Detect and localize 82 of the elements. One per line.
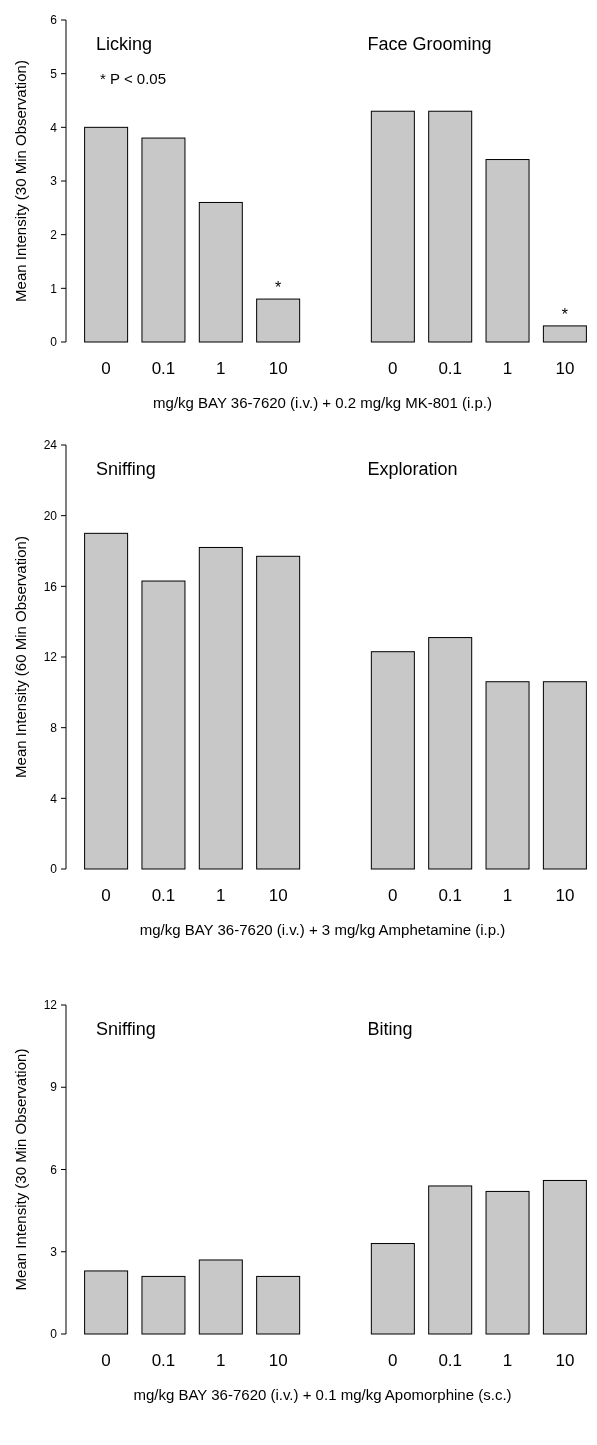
annotation: Face Grooming xyxy=(367,34,492,54)
y-tick-label: 16 xyxy=(43,579,58,594)
bar xyxy=(256,1275,301,1335)
annotation: Sniffing xyxy=(96,459,156,479)
data-label: * xyxy=(561,305,569,323)
bar xyxy=(542,1179,587,1335)
annotation: * P < 0.05 xyxy=(100,70,167,87)
bar xyxy=(84,532,129,870)
bar xyxy=(485,681,530,870)
y-tick-label: 0 xyxy=(50,862,58,877)
x-tick-label: 0.1 xyxy=(438,359,463,378)
bar xyxy=(198,201,243,343)
y-tick-label: 0 xyxy=(50,335,58,350)
y-tick-label: 20 xyxy=(43,508,58,523)
x-tick-label: 0.1 xyxy=(151,1351,176,1370)
x-tick-label: 0 xyxy=(101,1351,111,1370)
x-axis-title: mg/kg BAY 36-7620 (i.v.) + 3 mg/kg Amphetamine (i.p.) xyxy=(139,921,506,938)
bar xyxy=(84,126,129,343)
x-tick-label: 1 xyxy=(216,359,226,378)
x-tick-label: 1 xyxy=(502,359,513,378)
x-tick-label: 0.1 xyxy=(438,1351,463,1370)
x-tick-label: 0.1 xyxy=(438,886,463,905)
x-tick-label: 1 xyxy=(502,886,513,905)
y-tick-label: 6 xyxy=(50,13,58,28)
bar xyxy=(428,1185,473,1335)
x-axis-title: mg/kg BAY 36-7620 (i.v.) + 0.2 mg/kg MK-801 (i.p.) xyxy=(153,394,492,411)
y-tick-label: 3 xyxy=(50,174,58,189)
bar xyxy=(141,1275,186,1335)
bar xyxy=(370,651,415,870)
x-tick-label: 1 xyxy=(502,1351,513,1370)
y-tick-label: 0 xyxy=(50,1327,58,1342)
x-tick-label: 0 xyxy=(388,886,398,905)
bar xyxy=(198,1259,243,1335)
x-tick-label: 10 xyxy=(555,359,575,378)
bar xyxy=(428,637,473,870)
x-tick-label: 0 xyxy=(101,359,111,378)
y-tick-label: 1 xyxy=(50,281,58,296)
bar xyxy=(141,580,186,870)
y-tick-label: 24 xyxy=(43,438,58,453)
bar xyxy=(485,1190,530,1335)
y-axis-title: Mean Intensity (30 Min Observation) xyxy=(12,60,29,302)
x-tick-label: 10 xyxy=(268,1351,288,1370)
annotation: Biting xyxy=(367,1019,413,1039)
y-axis-title: Mean Intensity (30 Min Observation) xyxy=(12,1048,29,1291)
x-tick-label: 0 xyxy=(388,1351,398,1370)
bar xyxy=(141,137,186,343)
y-tick-label: 12 xyxy=(43,650,58,665)
y-axis-title: Mean Intensity (60 Min Observation) xyxy=(12,536,29,778)
y-tick-label: 2 xyxy=(50,227,58,242)
bar xyxy=(256,298,301,343)
x-tick-label: 10 xyxy=(555,886,575,905)
bar xyxy=(485,159,530,343)
y-tick-label: 9 xyxy=(50,1080,58,1095)
bar xyxy=(198,546,243,870)
x-tick-label: 0.1 xyxy=(151,359,176,378)
x-tick-label: 10 xyxy=(268,359,288,378)
x-tick-label: 1 xyxy=(216,1351,226,1370)
annotation: Exploration xyxy=(367,459,458,479)
annotation: Sniffing xyxy=(96,1019,156,1039)
y-tick-label: 12 xyxy=(43,998,58,1013)
bar xyxy=(542,325,587,343)
bar xyxy=(256,555,301,870)
y-tick-label: 8 xyxy=(50,720,58,735)
bar xyxy=(428,110,473,343)
y-tick-label: 5 xyxy=(50,66,58,81)
y-tick-label: 6 xyxy=(50,1162,58,1177)
x-tick-label: 0 xyxy=(101,886,111,905)
bar xyxy=(84,1270,129,1335)
data-label: * xyxy=(275,279,282,297)
y-tick-label: 4 xyxy=(50,791,58,806)
x-tick-label: 10 xyxy=(268,886,288,905)
y-tick-label: 3 xyxy=(50,1244,58,1259)
y-tick-label: 4 xyxy=(50,120,58,135)
x-tick-label: 0.1 xyxy=(151,886,176,905)
x-tick-label: 0 xyxy=(388,359,398,378)
annotation: Licking xyxy=(96,34,153,54)
x-tick-label: 1 xyxy=(216,886,226,905)
bar xyxy=(370,1243,415,1335)
bar xyxy=(542,681,587,870)
x-axis-title: mg/kg BAY 36-7620 (i.v.) + 0.1 mg/kg Apomorphine (s.c.) xyxy=(133,1386,512,1403)
x-tick-label: 10 xyxy=(555,1351,575,1370)
bar xyxy=(370,110,415,343)
